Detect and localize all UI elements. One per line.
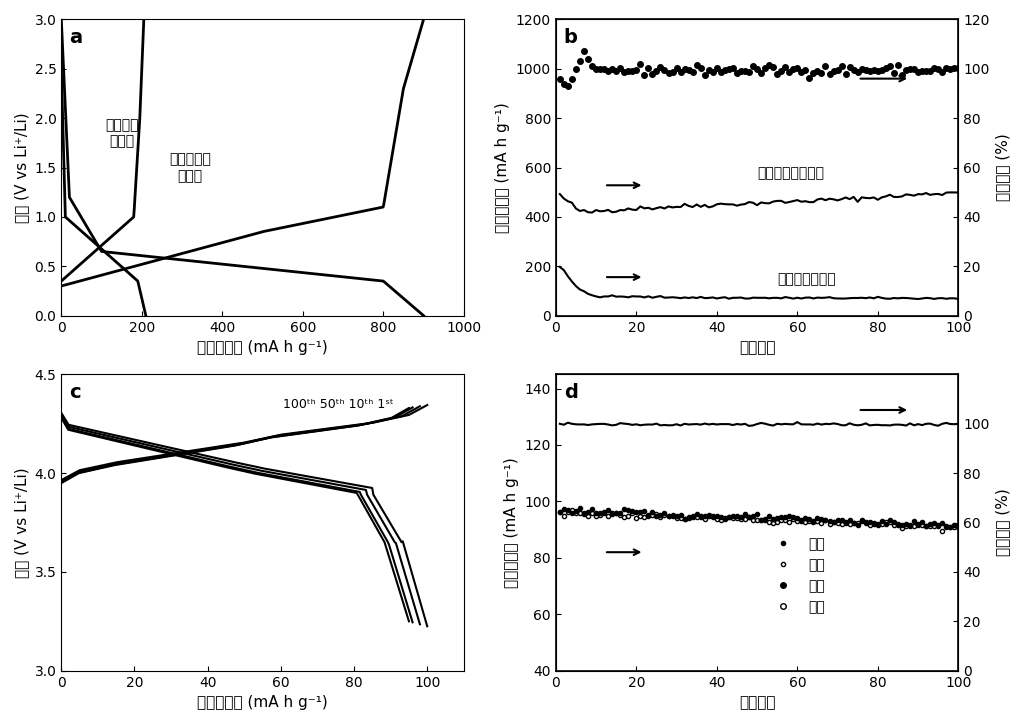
Text: 二氧化锰纳米线: 二氧化锰纳米线 <box>777 272 836 287</box>
充电 <box>924 521 936 530</box>
放电 <box>924 520 936 529</box>
放电 <box>763 511 775 520</box>
Line: 放电: 放电 <box>558 506 961 529</box>
充电 <box>796 517 808 526</box>
Text: 100ᵗʰ 50ᵗʰ 10ᵗʰ 1ˢᵗ: 100ᵗʰ 50ᵗʰ 10ᵗʰ 1ˢᵗ <box>283 398 393 411</box>
放电 <box>944 523 956 531</box>
Text: a: a <box>70 28 83 47</box>
Y-axis label: 电压 (V vs Li⁺/Li): 电压 (V vs Li⁺/Li) <box>14 467 29 578</box>
Line: 充电: 充电 <box>558 508 961 533</box>
Y-axis label: 质量比容量 (mA h g⁻¹): 质量比容量 (mA h g⁻¹) <box>504 457 519 588</box>
Text: 二氧化锰
纳米片: 二氧化锰 纳米片 <box>104 118 138 148</box>
Text: 三氧化二锰纳米线: 三氧化二锰纳米线 <box>757 167 824 180</box>
Text: b: b <box>564 28 578 47</box>
放电 <box>650 511 663 520</box>
放电 <box>554 508 566 516</box>
Text: c: c <box>70 383 81 403</box>
充电 <box>952 523 965 531</box>
X-axis label: 质量比容量 (mA h g⁻¹): 质量比容量 (mA h g⁻¹) <box>198 340 328 355</box>
充电 <box>650 510 663 518</box>
充电 <box>634 512 646 521</box>
放电 <box>952 521 965 530</box>
充电 <box>554 508 566 516</box>
充电 <box>936 526 948 535</box>
放电 <box>796 516 808 525</box>
充电 <box>940 523 952 531</box>
X-axis label: 质量比容量 (mA h g⁻¹): 质量比容量 (mA h g⁻¹) <box>198 695 328 710</box>
X-axis label: 循环圈数: 循环圈数 <box>738 340 775 355</box>
Y-axis label: 电压 (V vs Li⁺/Li): 电压 (V vs Li⁺/Li) <box>14 112 29 223</box>
X-axis label: 循环圈数: 循环圈数 <box>738 695 775 710</box>
充电 <box>566 505 579 514</box>
Text: d: d <box>564 383 578 403</box>
Legend: 放电, 充电, 放电, 充电: 放电, 充电, 放电, 充电 <box>764 531 830 619</box>
放电 <box>573 504 586 513</box>
Text: 三氧化二锰
纳米线: 三氧化二锰 纳米线 <box>169 153 211 183</box>
放电 <box>936 519 948 528</box>
放电 <box>634 508 646 516</box>
充电 <box>763 518 775 526</box>
Y-axis label: 库伦效率 (%): 库伦效率 (%) <box>995 489 1010 557</box>
Y-axis label: 库伦效率 (%): 库伦效率 (%) <box>995 134 1010 201</box>
Y-axis label: 质量比容量 (mA h g⁻¹): 质量比容量 (mA h g⁻¹) <box>496 102 510 233</box>
